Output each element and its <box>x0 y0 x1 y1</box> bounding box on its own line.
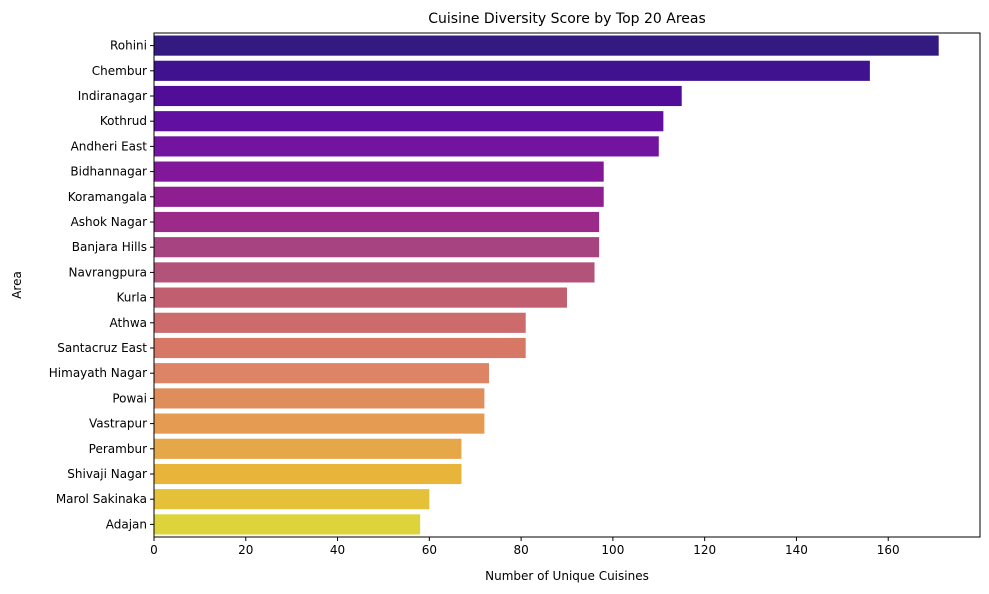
y-axis-label: Area <box>10 271 24 299</box>
x-tick-label: 100 <box>601 543 624 557</box>
y-tick-label: Indiranagar <box>78 89 147 103</box>
x-tick-label: 60 <box>422 543 437 557</box>
y-tick-label: Perambur <box>89 442 147 456</box>
bar <box>154 363 489 384</box>
y-tick-label: Koramangala <box>68 190 147 204</box>
bar <box>154 489 430 510</box>
bar <box>154 438 462 459</box>
x-tick-label: 20 <box>238 543 253 557</box>
bar <box>154 60 870 81</box>
y-tick-label: Santacruz East <box>57 341 147 355</box>
bar <box>154 35 939 56</box>
y-tick-label: Andheri East <box>71 139 148 153</box>
bar <box>154 211 600 233</box>
x-tick-label: 0 <box>150 543 158 557</box>
y-tick-label: Chembur <box>92 64 147 78</box>
y-tick-label: Banjara Hills <box>72 240 147 254</box>
x-tick-label: 160 <box>877 543 900 557</box>
bar <box>154 186 604 207</box>
x-tick-label: 40 <box>330 543 345 557</box>
bar <box>154 388 485 409</box>
bar <box>154 463 462 485</box>
x-axis-label: Number of Unique Cuisines <box>485 569 649 583</box>
y-tick-label: Kothrud <box>100 114 147 128</box>
y-tick-label: Adajan <box>106 517 147 531</box>
bar <box>154 161 604 182</box>
x-tick-label: 80 <box>513 543 528 557</box>
bar <box>154 237 600 258</box>
y-tick-label: Himayath Nagar <box>49 366 147 380</box>
bar <box>154 312 526 333</box>
x-tick-label: 140 <box>785 543 808 557</box>
y-tick-label: Ashok Nagar <box>71 215 147 229</box>
chart-title: Cuisine Diversity Score by Top 20 Areas <box>428 11 706 27</box>
y-tick-label: Shivaji Nagar <box>67 467 147 481</box>
y-tick-label: Navrangpura <box>69 265 147 279</box>
bar <box>154 514 421 535</box>
y-tick-label: Kurla <box>117 291 148 305</box>
y-tick-label: Rohini <box>110 39 147 53</box>
y-tick-label: Bidhannagar <box>70 165 147 179</box>
y-tick-label: Athwa <box>110 316 147 330</box>
plot-frame <box>153 32 981 538</box>
bar <box>154 287 567 308</box>
bar <box>154 85 682 107</box>
bar <box>154 337 526 359</box>
y-tick-label: Vastrapur <box>89 417 147 431</box>
bar <box>154 136 659 157</box>
x-tick-label: 120 <box>693 543 716 557</box>
y-tick-label: Powai <box>112 391 147 405</box>
bar <box>154 111 664 132</box>
y-tick-label: Marol Sakinaka <box>56 492 147 506</box>
bar <box>154 262 595 283</box>
bar <box>154 413 485 434</box>
